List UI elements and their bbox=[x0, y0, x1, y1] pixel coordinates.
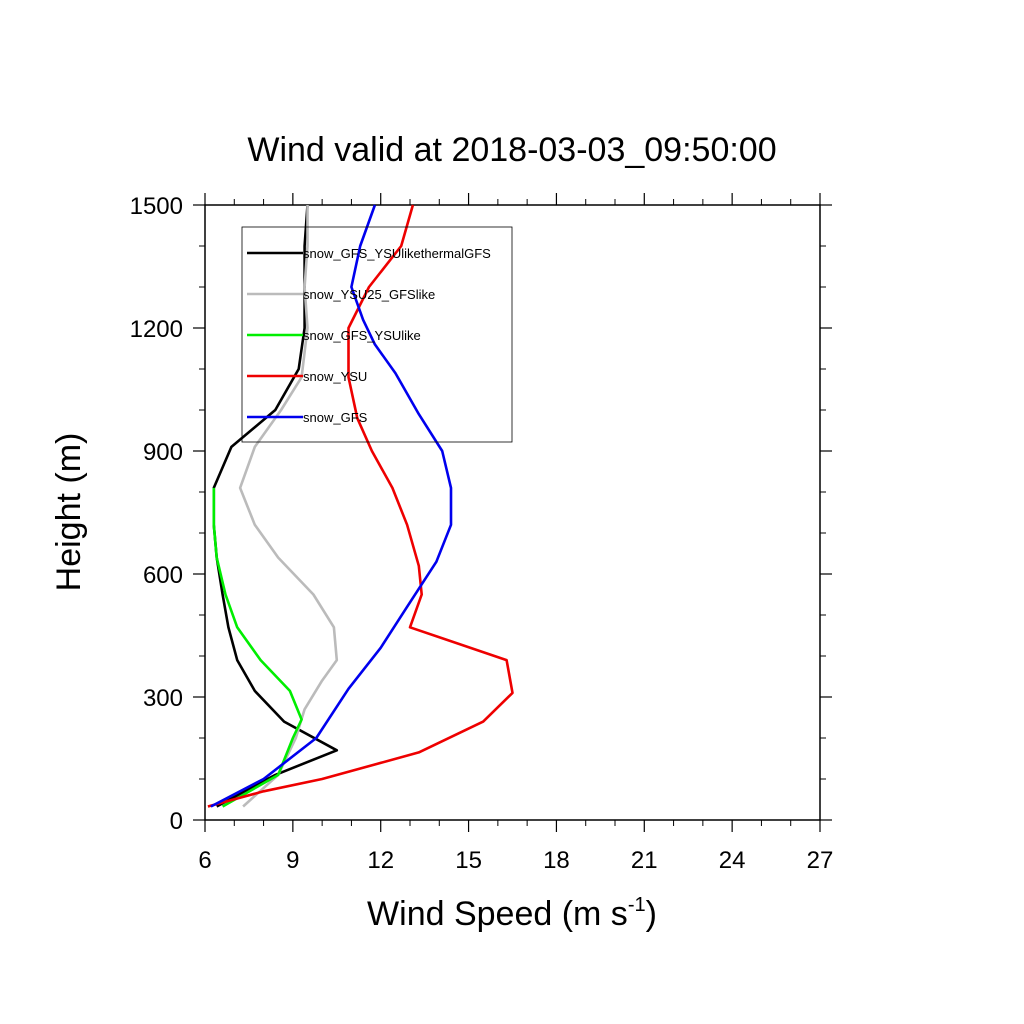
legend-label: snow_GFS_YSUlikethermalGFS bbox=[303, 246, 491, 261]
x-axis-label-superscript: -1 bbox=[628, 894, 646, 916]
legend-label: snow_GFS_YSUlike bbox=[303, 328, 421, 343]
legend-label: snow_GFS bbox=[303, 410, 368, 425]
x-axis-label-main: Wind Speed (m s bbox=[367, 895, 628, 933]
plot-frame bbox=[204, 204, 821, 821]
x-tick-label: 6 bbox=[198, 847, 211, 874]
chart-title: Wind valid at 2018-03-03_09:50:00 bbox=[247, 131, 776, 169]
series-line-snow_GFS bbox=[210, 204, 453, 808]
y-tick-label: 900 bbox=[143, 439, 183, 466]
y-tick-label: 600 bbox=[143, 562, 183, 589]
axes: 6 9 12 15 18 21 24 27 0 300 600 900 1200 1500 bbox=[130, 193, 834, 874]
legend-label: snow_YSU25_GFSlike bbox=[303, 287, 435, 302]
y-tick-label: 300 bbox=[143, 685, 183, 712]
x-tick-label: 12 bbox=[367, 847, 394, 874]
x-tick-label: 21 bbox=[631, 847, 658, 874]
x-tick-label: 9 bbox=[286, 847, 299, 874]
y-tick-label: 1500 bbox=[130, 193, 183, 220]
y-tick-label: 0 bbox=[170, 808, 183, 835]
x-axis-label-end: ) bbox=[646, 895, 657, 933]
legend-label: snow_YSU bbox=[303, 369, 367, 384]
x-tick-label: 24 bbox=[719, 847, 746, 874]
x-tick-label: 18 bbox=[543, 847, 570, 874]
series-line-snow_YSU bbox=[207, 204, 514, 808]
series-line-snow_YSU25_GFSlike bbox=[238, 205, 339, 808]
series-line-snow_GFS_YSUlike bbox=[212, 487, 303, 808]
x-tick-label: 27 bbox=[807, 847, 834, 874]
x-axis-label: Wind Speed (m s-1) bbox=[367, 894, 657, 933]
x-tick-label: 15 bbox=[455, 847, 482, 874]
legend-box bbox=[241, 226, 513, 443]
series-lines bbox=[207, 204, 514, 808]
legend: snow_GFS_YSUlikethermalGFS snow_YSU25_GFS… bbox=[241, 226, 513, 443]
y-tick-label: 1200 bbox=[130, 316, 183, 343]
y-axis-label: Height (m) bbox=[50, 433, 88, 592]
